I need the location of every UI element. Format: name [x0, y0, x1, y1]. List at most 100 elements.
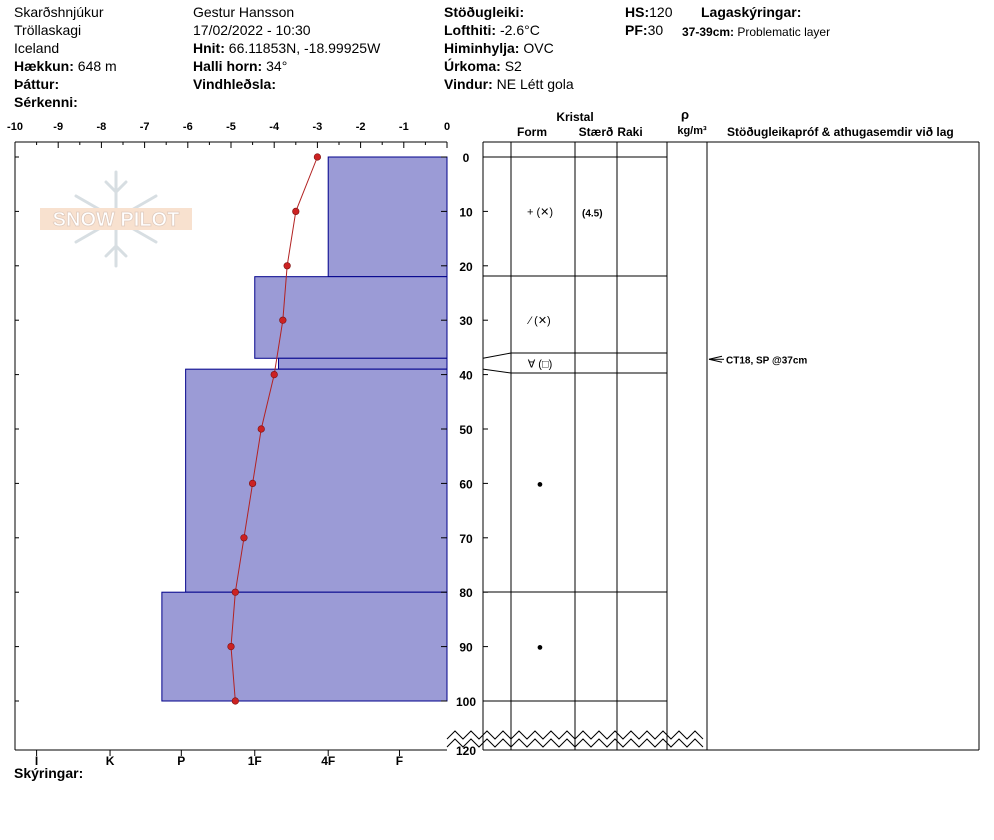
sky-value: OVC — [523, 40, 554, 56]
coords-row: Hnit: 66.11853N, -18.99925W — [193, 39, 380, 57]
header-col3: Stöðugleiki: Lofthiti: -2.6°C Himinhylja… — [444, 3, 574, 93]
hardness-tick-label: 1F — [248, 754, 262, 768]
temperature-point — [313, 153, 322, 161]
stability-label: Stöðugleiki: — [444, 4, 525, 20]
hardness-layer-5 — [161, 591, 448, 702]
hardness-tick-label: 4F — [321, 754, 335, 768]
hs-label: HS: — [625, 4, 650, 20]
air-temp-value: -2.6°C — [499, 22, 540, 38]
observer-name: Gestur Hansson — [193, 4, 295, 20]
temperature-point — [292, 207, 300, 215]
slope-value: 34° — [266, 58, 288, 74]
temp-tick-label: -2 — [356, 121, 366, 133]
temperature-point — [279, 316, 287, 324]
wind-label: Vindur: — [444, 76, 493, 92]
precip-value: S2 — [504, 58, 522, 74]
aspect-row: Þáttur: — [14, 75, 117, 93]
crystal-form: ● — [537, 642, 544, 654]
snowpilot-watermark-logo: SNOW PILOT — [40, 170, 192, 268]
hardness-tick-label: I — [35, 754, 38, 768]
air-temp-label: Lofthiti: — [444, 22, 497, 38]
depth-tick-label: 0 — [463, 151, 470, 165]
temp-tick-label: -4 — [269, 121, 280, 133]
temp-tick-label: 0 — [444, 121, 450, 133]
depth-tick-label: 50 — [459, 423, 473, 437]
hardness-layers — [161, 156, 448, 702]
precip-label: Úrkoma: — [444, 58, 501, 74]
feature-row: Sérkenni: — [14, 93, 117, 111]
stability-row: Stöðugleiki: — [444, 3, 574, 21]
depth-tick-label: 60 — [459, 477, 473, 491]
temperature-point — [227, 642, 235, 651]
precip-row: Úrkoma: S2 — [444, 57, 574, 75]
hardness-tick-label: P — [177, 754, 185, 768]
layer-notes: Lagaskýringar: — [701, 3, 801, 21]
temperature-point — [240, 534, 248, 542]
temp-tick-label: -8 — [97, 121, 107, 133]
crystal-header: Kristal — [556, 110, 593, 124]
feature-label: Sérkenni: — [14, 94, 78, 110]
depth-tick-label: 10 — [459, 205, 473, 219]
crystal-form: ● — [537, 478, 544, 490]
pf-label: PF: — [625, 22, 648, 38]
country-name: Iceland — [14, 40, 60, 56]
temp-tick-label: -1 — [399, 121, 409, 133]
temp-tick-label: -9 — [53, 121, 63, 133]
test-result-text: CT18, SP @37cm — [726, 355, 807, 366]
hardness-layer-3 — [278, 357, 448, 370]
temperature-point — [270, 371, 278, 379]
wind-loading-row: Vindhleðsla: — [193, 75, 380, 93]
depth-tick-label: 100 — [456, 695, 476, 709]
layer-note-depth: 37-39cm: — [682, 25, 735, 39]
hardness-tick-label: F — [396, 754, 403, 768]
layer-boundary — [482, 352, 667, 359]
slope-row: Halli horn: 34° — [193, 57, 380, 75]
footer-label: Skýringar: — [14, 765, 83, 781]
temp-tick-label: -3 — [313, 121, 323, 133]
temperature-point — [283, 262, 291, 270]
hardness-layer-2 — [254, 276, 448, 359]
temperature-point — [231, 588, 239, 596]
chart-axes: -10 -9 -8 -7 -6 -5 -4 -3 -2 -1 0010203040506070809… — [7, 121, 488, 768]
wind-row: Vindur: NE Létt gola — [444, 75, 574, 93]
coords-value: 66.11853N, -18.99925W — [228, 40, 381, 56]
hardness-layer-4 — [185, 368, 448, 593]
stratigraphy-table: + (✕) (4.5) ⁄ (✕) ∀ (□) ● ● CT18, SP @37cm — [446, 141, 980, 751]
layer-notes-label: Lagaskýringar: — [701, 4, 802, 20]
tests-header: Stöðugleikapróf & athugasemdir við lag — [727, 125, 954, 139]
layer-boundary — [482, 368, 667, 374]
elevation-label: Hækkun: — [14, 58, 74, 74]
observation-datetime: 17/02/2022 - 10:30 — [193, 22, 311, 38]
wind-value: NE Létt gola — [496, 76, 574, 92]
temperature-point — [249, 479, 257, 488]
hardness-layer-1 — [327, 156, 448, 278]
rho-header: ρ — [681, 107, 689, 122]
depth-tick-label: 30 — [459, 314, 473, 328]
temperature-point — [257, 425, 265, 433]
axis-break-zigzag-2 — [446, 738, 704, 748]
depth-tick-label: 70 — [459, 532, 473, 546]
size-header: Stærð — [579, 125, 614, 139]
depth-tick-label: 80 — [459, 586, 473, 600]
temp-tick-label: -5 — [226, 121, 236, 133]
slope-label: Halli horn: — [193, 58, 263, 74]
form-header: Form — [517, 125, 547, 139]
pf-row: PF:30 — [625, 21, 672, 39]
sky-row: Himinhylja: OVC — [444, 39, 574, 57]
region-name: Tröllaskagi — [14, 22, 82, 38]
temp-tick-label: -7 — [140, 121, 150, 133]
elevation-value: 648 m — [77, 58, 117, 74]
density-unit-header: kg/m³ — [677, 125, 707, 137]
layer-note-text: Problematic layer — [737, 25, 831, 39]
header-col4: HS:120 PF:30 — [625, 3, 672, 39]
crystal-size: (4.5) — [582, 208, 603, 219]
temperature-point — [231, 697, 239, 705]
depth-tick-label: 40 — [459, 369, 473, 383]
header-col2: Gestur Hansson 17/02/2022 - 10:30 Hnit: … — [193, 3, 380, 93]
header-col1: Skarðshnjúkur Tröllaskagi Iceland Hækkun… — [14, 3, 117, 111]
hs-value: 120 — [649, 4, 673, 20]
depth-tick-label: 120 — [456, 744, 476, 758]
temperature-profile — [227, 153, 322, 705]
crystal-form: + (✕) — [527, 206, 553, 218]
